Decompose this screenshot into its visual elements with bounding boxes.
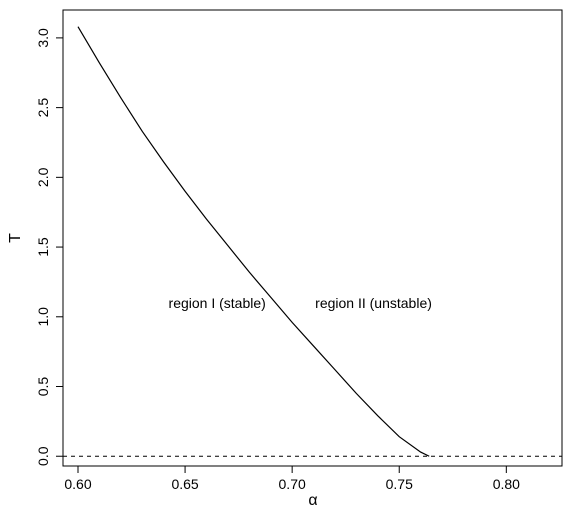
- y-tick-label: 2.5: [35, 98, 51, 118]
- x-tick-label: 0.75: [386, 476, 413, 492]
- x-tick-label: 0.70: [279, 476, 306, 492]
- x-tick-label: 0.80: [493, 476, 520, 492]
- y-tick-label: 3.0: [35, 28, 51, 48]
- series-lines: [77, 26, 430, 457]
- annotations: region I (stable) region II (unstable): [169, 295, 432, 311]
- y-axis-label: T: [7, 233, 24, 243]
- x-axis: 0.60 0.65 0.70 0.75 0.80: [64, 466, 520, 492]
- x-axis-label: α: [308, 492, 317, 509]
- x-tick-label: 0.65: [171, 476, 198, 492]
- y-tick-label: 0.0: [35, 446, 51, 466]
- x-tick-label: 0.60: [64, 476, 91, 492]
- series-line-0: [77, 26, 430, 457]
- y-tick-label: 2.0: [35, 167, 51, 187]
- y-tick-label: 0.5: [35, 377, 51, 397]
- plot-frame: [62, 9, 563, 467]
- y-axis: 0.0 0.5 1.0 1.5 2.0 2.5 3.0: [35, 28, 63, 466]
- region-annotation: region I (stable): [169, 295, 266, 311]
- y-tick-label: 1.0: [35, 307, 51, 327]
- region-annotation: region II (unstable): [315, 295, 432, 311]
- y-tick-label: 1.5: [35, 237, 51, 257]
